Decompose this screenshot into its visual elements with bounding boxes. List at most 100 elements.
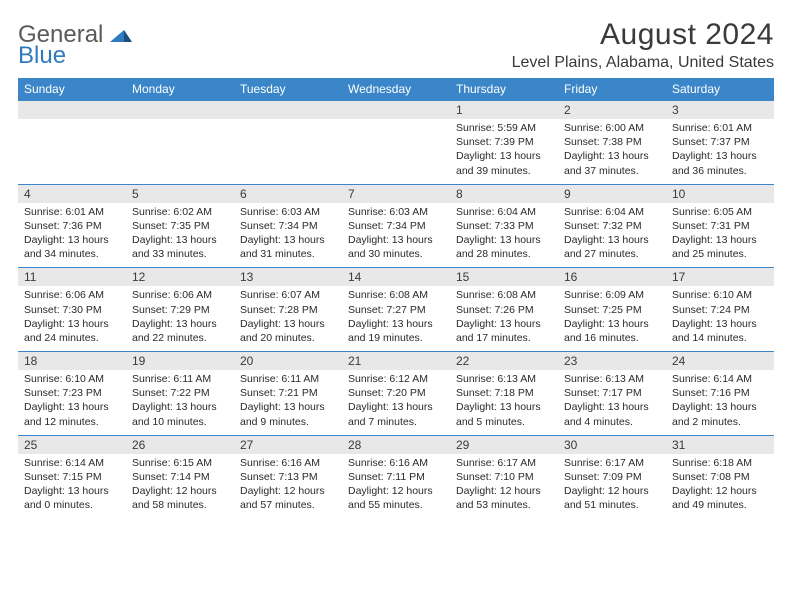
- daylight-text: Daylight: 13 hours and 5 minutes.: [456, 400, 552, 428]
- sunrise-text: Sunrise: 6:18 AM: [672, 456, 768, 470]
- calendar-week-row: 25Sunrise: 6:14 AMSunset: 7:15 PMDayligh…: [18, 435, 774, 518]
- daylight-text: Daylight: 13 hours and 30 minutes.: [348, 233, 444, 261]
- day-number: 13: [234, 268, 342, 286]
- day-details: Sunrise: 6:04 AMSunset: 7:33 PMDaylight:…: [450, 203, 558, 268]
- day-number: 27: [234, 436, 342, 454]
- daylight-text: Daylight: 12 hours and 57 minutes.: [240, 484, 336, 512]
- sunset-text: Sunset: 7:28 PM: [240, 303, 336, 317]
- calendar-day-cell: 29Sunrise: 6:17 AMSunset: 7:10 PMDayligh…: [450, 435, 558, 518]
- sunrise-text: Sunrise: 6:00 AM: [564, 121, 660, 135]
- sunrise-text: Sunrise: 6:11 AM: [132, 372, 228, 386]
- day-number: 24: [666, 352, 774, 370]
- sunset-text: Sunset: 7:13 PM: [240, 470, 336, 484]
- day-number: 30: [558, 436, 666, 454]
- day-details: Sunrise: 6:09 AMSunset: 7:25 PMDaylight:…: [558, 286, 666, 351]
- day-details: Sunrise: 6:08 AMSunset: 7:27 PMDaylight:…: [342, 286, 450, 351]
- day-number: 12: [126, 268, 234, 286]
- sunrise-text: Sunrise: 6:16 AM: [240, 456, 336, 470]
- daylight-text: Daylight: 13 hours and 22 minutes.: [132, 317, 228, 345]
- sunset-text: Sunset: 7:34 PM: [240, 219, 336, 233]
- sunset-text: Sunset: 7:20 PM: [348, 386, 444, 400]
- day-number: 6: [234, 185, 342, 203]
- day-number: 4: [18, 185, 126, 203]
- sunrise-text: Sunrise: 6:11 AM: [240, 372, 336, 386]
- calendar-day-cell: 2Sunrise: 6:00 AMSunset: 7:38 PMDaylight…: [558, 101, 666, 185]
- weekday-header: Monday: [126, 78, 234, 101]
- calendar-day-cell: 21Sunrise: 6:12 AMSunset: 7:20 PMDayligh…: [342, 352, 450, 436]
- calendar-day-cell: 8Sunrise: 6:04 AMSunset: 7:33 PMDaylight…: [450, 184, 558, 268]
- day-number: 5: [126, 185, 234, 203]
- calendar-day-cell: 17Sunrise: 6:10 AMSunset: 7:24 PMDayligh…: [666, 268, 774, 352]
- sunset-text: Sunset: 7:22 PM: [132, 386, 228, 400]
- day-details: Sunrise: 6:13 AMSunset: 7:17 PMDaylight:…: [558, 370, 666, 435]
- day-details: [342, 119, 450, 177]
- daylight-text: Daylight: 13 hours and 14 minutes.: [672, 317, 768, 345]
- sunrise-text: Sunrise: 6:13 AM: [564, 372, 660, 386]
- calendar-day-cell: 28Sunrise: 6:16 AMSunset: 7:11 PMDayligh…: [342, 435, 450, 518]
- sunrise-text: Sunrise: 6:14 AM: [24, 456, 120, 470]
- day-number: 7: [342, 185, 450, 203]
- calendar-day-cell: 1Sunrise: 5:59 AMSunset: 7:39 PMDaylight…: [450, 101, 558, 185]
- weekday-header: Sunday: [18, 78, 126, 101]
- sunset-text: Sunset: 7:23 PM: [24, 386, 120, 400]
- calendar-week-row: 18Sunrise: 6:10 AMSunset: 7:23 PMDayligh…: [18, 352, 774, 436]
- daylight-text: Daylight: 13 hours and 10 minutes.: [132, 400, 228, 428]
- day-number: 1: [450, 101, 558, 119]
- day-details: Sunrise: 6:16 AMSunset: 7:13 PMDaylight:…: [234, 454, 342, 519]
- sunset-text: Sunset: 7:31 PM: [672, 219, 768, 233]
- daylight-text: Daylight: 13 hours and 16 minutes.: [564, 317, 660, 345]
- day-details: Sunrise: 6:04 AMSunset: 7:32 PMDaylight:…: [558, 203, 666, 268]
- daylight-text: Daylight: 12 hours and 58 minutes.: [132, 484, 228, 512]
- daylight-text: Daylight: 13 hours and 33 minutes.: [132, 233, 228, 261]
- calendar-day-cell: 11Sunrise: 6:06 AMSunset: 7:30 PMDayligh…: [18, 268, 126, 352]
- sunrise-text: Sunrise: 6:04 AM: [564, 205, 660, 219]
- daylight-text: Daylight: 13 hours and 2 minutes.: [672, 400, 768, 428]
- sunset-text: Sunset: 7:35 PM: [132, 219, 228, 233]
- sunrise-text: Sunrise: 6:13 AM: [456, 372, 552, 386]
- calendar-body: 1Sunrise: 5:59 AMSunset: 7:39 PMDaylight…: [18, 101, 774, 519]
- sunrise-text: Sunrise: 6:01 AM: [24, 205, 120, 219]
- sunset-text: Sunset: 7:29 PM: [132, 303, 228, 317]
- sunset-text: Sunset: 7:38 PM: [564, 135, 660, 149]
- day-number: 23: [558, 352, 666, 370]
- sunrise-text: Sunrise: 6:14 AM: [672, 372, 768, 386]
- day-details: Sunrise: 6:11 AMSunset: 7:22 PMDaylight:…: [126, 370, 234, 435]
- sunrise-text: Sunrise: 6:03 AM: [348, 205, 444, 219]
- calendar-day-cell: 7Sunrise: 6:03 AMSunset: 7:34 PMDaylight…: [342, 184, 450, 268]
- day-number: 16: [558, 268, 666, 286]
- day-details: Sunrise: 6:10 AMSunset: 7:24 PMDaylight:…: [666, 286, 774, 351]
- weekday-header: Friday: [558, 78, 666, 101]
- day-number: 25: [18, 436, 126, 454]
- sunrise-text: Sunrise: 6:02 AM: [132, 205, 228, 219]
- day-details: [126, 119, 234, 177]
- day-details: Sunrise: 6:17 AMSunset: 7:09 PMDaylight:…: [558, 454, 666, 519]
- calendar-day-cell: 13Sunrise: 6:07 AMSunset: 7:28 PMDayligh…: [234, 268, 342, 352]
- sunrise-text: Sunrise: 6:06 AM: [24, 288, 120, 302]
- daylight-text: Daylight: 13 hours and 25 minutes.: [672, 233, 768, 261]
- sunset-text: Sunset: 7:30 PM: [24, 303, 120, 317]
- weekday-header: Tuesday: [234, 78, 342, 101]
- day-details: Sunrise: 6:11 AMSunset: 7:21 PMDaylight:…: [234, 370, 342, 435]
- calendar-day-cell: 19Sunrise: 6:11 AMSunset: 7:22 PMDayligh…: [126, 352, 234, 436]
- sunset-text: Sunset: 7:09 PM: [564, 470, 660, 484]
- calendar-day-cell: 25Sunrise: 6:14 AMSunset: 7:15 PMDayligh…: [18, 435, 126, 518]
- day-number: 14: [342, 268, 450, 286]
- calendar-table: SundayMondayTuesdayWednesdayThursdayFrid…: [18, 78, 774, 518]
- day-details: Sunrise: 6:18 AMSunset: 7:08 PMDaylight:…: [666, 454, 774, 519]
- sunrise-text: Sunrise: 5:59 AM: [456, 121, 552, 135]
- day-number: 26: [126, 436, 234, 454]
- daylight-text: Daylight: 13 hours and 28 minutes.: [456, 233, 552, 261]
- daylight-text: Daylight: 12 hours and 53 minutes.: [456, 484, 552, 512]
- daylight-text: Daylight: 12 hours and 51 minutes.: [564, 484, 660, 512]
- weekday-header: Wednesday: [342, 78, 450, 101]
- day-details: Sunrise: 6:15 AMSunset: 7:14 PMDaylight:…: [126, 454, 234, 519]
- daylight-text: Daylight: 13 hours and 31 minutes.: [240, 233, 336, 261]
- day-number: [126, 101, 234, 119]
- brand-mark-icon: [110, 26, 132, 47]
- sunset-text: Sunset: 7:17 PM: [564, 386, 660, 400]
- sunrise-text: Sunrise: 6:05 AM: [672, 205, 768, 219]
- calendar-day-cell: 14Sunrise: 6:08 AMSunset: 7:27 PMDayligh…: [342, 268, 450, 352]
- day-details: Sunrise: 6:14 AMSunset: 7:15 PMDaylight:…: [18, 454, 126, 519]
- sunrise-text: Sunrise: 6:10 AM: [24, 372, 120, 386]
- calendar-day-cell: 4Sunrise: 6:01 AMSunset: 7:36 PMDaylight…: [18, 184, 126, 268]
